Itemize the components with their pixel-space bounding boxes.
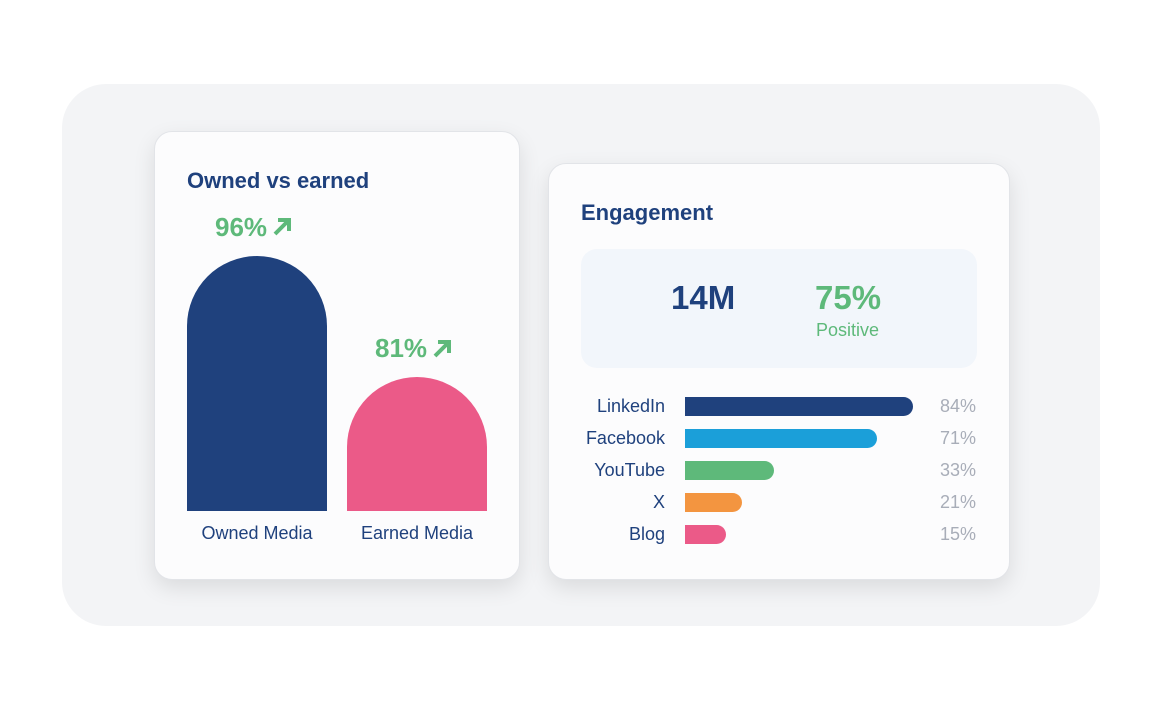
total-engagement: 14M xyxy=(671,279,736,316)
bar-earned-media xyxy=(347,377,487,511)
value-label: 33% xyxy=(939,460,976,480)
summary-panel: 14M 75% Positive xyxy=(581,249,977,368)
trend-up-arrow-icon xyxy=(271,216,293,238)
bar-row-facebook: Facebook 71% xyxy=(549,428,1009,449)
sentiment-value: 75% xyxy=(815,279,882,316)
category-label: Blog xyxy=(628,524,665,544)
bar xyxy=(685,429,878,448)
data-label: 81% xyxy=(375,333,453,364)
value-label: 71% xyxy=(939,428,976,448)
category-label: X xyxy=(652,492,665,512)
owned-vs-earned-card: Owned vs earned 96% Owned Media 81% Earned … xyxy=(154,131,520,580)
bar-row-linkedin: LinkedIn 84% xyxy=(549,396,1009,417)
bar xyxy=(685,397,913,416)
bar-owned-media xyxy=(187,255,327,511)
x-tick-label: Owned Media xyxy=(201,523,313,543)
bar-row-youtube: YouTube 33% xyxy=(549,460,1009,481)
card-title: Engagement xyxy=(581,200,714,225)
x-tick-label: Earned Media xyxy=(360,523,474,543)
card-title: Owned vs earned xyxy=(187,168,370,193)
value-label: 84% xyxy=(939,396,976,416)
data-label: 96% xyxy=(215,212,293,243)
bar xyxy=(685,525,726,544)
value-label: 21% xyxy=(939,492,976,512)
bar xyxy=(685,493,742,512)
value-label: 15% xyxy=(939,524,976,544)
category-label: YouTube xyxy=(594,460,665,480)
category-label: Facebook xyxy=(585,428,665,448)
value-text: 81% xyxy=(375,333,428,364)
bar xyxy=(685,461,775,480)
engagement-card: Engagement 14M 75% Positive LinkedIn 84% F… xyxy=(548,163,1010,580)
bar-row-blog: Blog 15% xyxy=(549,524,1009,545)
bar-row-x: X 21% xyxy=(549,492,1009,513)
sentiment-label: Positive xyxy=(816,320,880,340)
value-text: 96% xyxy=(215,211,268,242)
trend-up-arrow-icon xyxy=(431,338,453,360)
category-label: LinkedIn xyxy=(596,396,665,416)
